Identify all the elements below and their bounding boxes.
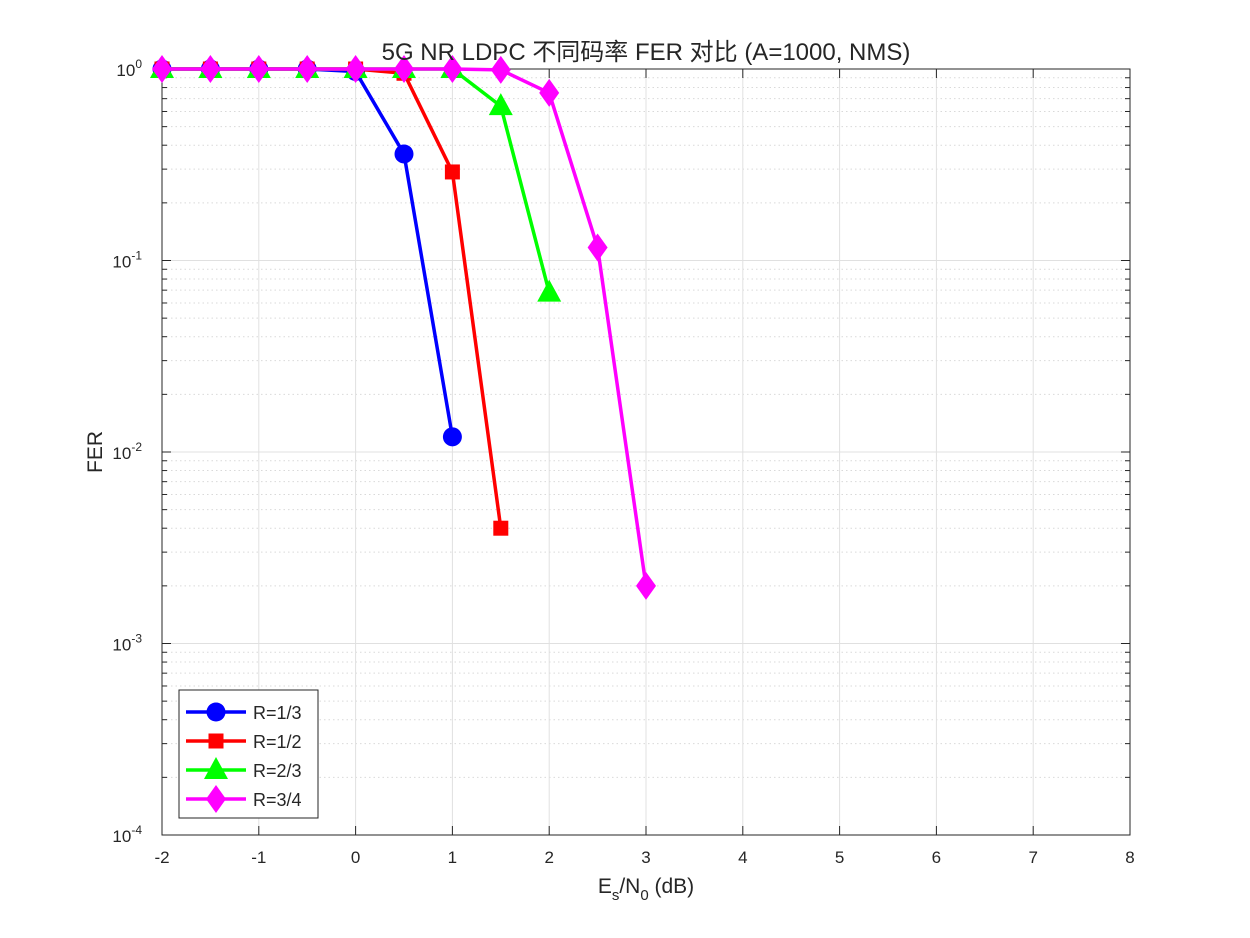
- legend-label: R=1/2: [253, 732, 302, 752]
- x-tick-label: 2: [544, 848, 553, 867]
- legend-label: R=3/4: [253, 790, 302, 810]
- data-point: [493, 520, 509, 536]
- x-tick-label: 0: [351, 848, 360, 867]
- y-axis-label: FER: [84, 431, 107, 473]
- data-point: [297, 55, 318, 83]
- axes-box: [161, 68, 1131, 836]
- x-tick-label: 5: [835, 848, 844, 867]
- data-point: [442, 427, 462, 447]
- data-point: [248, 55, 269, 83]
- chart-title: 5G NR LDPC 不同码率 FER 对比 (A=1000, NMS): [382, 39, 911, 66]
- grid: [161, 68, 1131, 836]
- x-axis-label: Es/N0 (dB): [598, 875, 694, 904]
- data-point: [537, 279, 562, 302]
- data-point: [488, 93, 513, 116]
- y-tick-label: 10-4: [112, 823, 142, 846]
- legend-marker: [208, 733, 224, 749]
- data-point: [636, 571, 656, 600]
- data-point: [394, 144, 414, 164]
- x-tick-label: 3: [641, 848, 650, 867]
- data-point: [444, 164, 460, 180]
- legend-marker: [206, 702, 226, 722]
- data-point: [539, 78, 560, 107]
- series-group: [150, 55, 656, 600]
- x-tick-label: 4: [738, 848, 747, 867]
- y-tick-label: 10-2: [112, 440, 142, 463]
- x-tick-label: -2: [154, 848, 169, 867]
- y-tick-label: 10-3: [112, 632, 142, 655]
- x-tick-label: 1: [448, 848, 457, 867]
- legend-label: R=2/3: [253, 761, 302, 781]
- ticks: -2 -1 0 1 2 3 4 5 6 7 8 100 10-1 10-2 10-3 10-4: [112, 57, 1134, 867]
- data-point: [587, 233, 608, 262]
- x-tick-label: 6: [932, 848, 941, 867]
- x-tick-label: 7: [1028, 848, 1037, 867]
- data-point: [394, 55, 414, 83]
- data-point: [152, 55, 172, 83]
- legend-marker: [206, 785, 226, 813]
- data-point: [200, 55, 221, 83]
- data-point: [442, 55, 463, 83]
- legend-label: R=1/3: [253, 703, 302, 723]
- y-tick-label: 10-1: [112, 249, 142, 272]
- y-tick-label: 100: [116, 57, 142, 80]
- legend-marker: [204, 757, 228, 779]
- legend: R=1/3 R=1/2 R=2/3 R=3/4: [178, 689, 319, 819]
- data-point: [345, 55, 366, 83]
- x-tick-label: 8: [1125, 848, 1134, 867]
- data-point: [490, 55, 511, 84]
- series-R=3/4: [152, 55, 656, 600]
- x-tick-label: -1: [251, 848, 266, 867]
